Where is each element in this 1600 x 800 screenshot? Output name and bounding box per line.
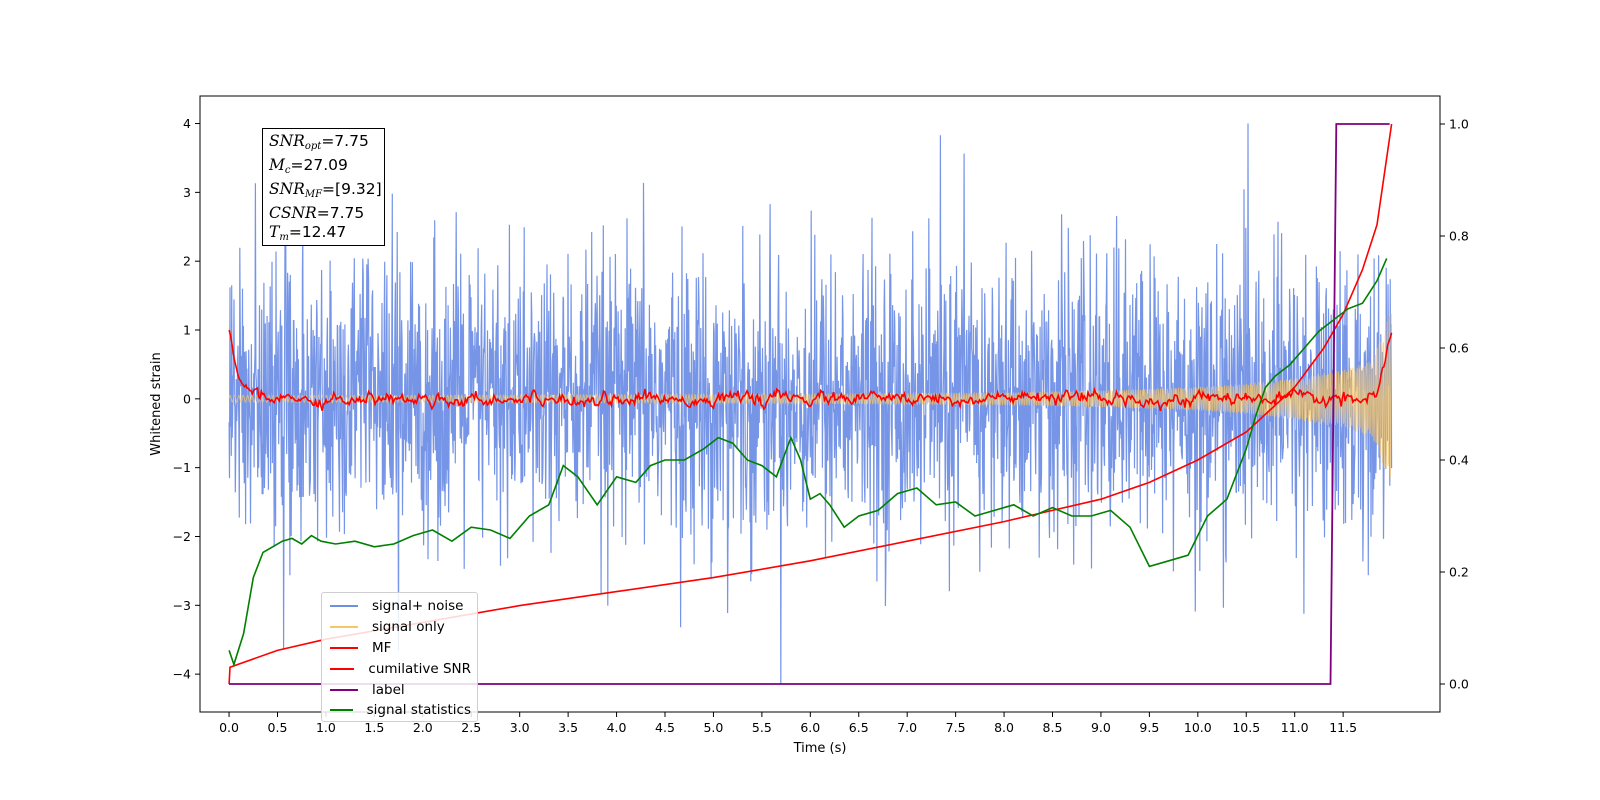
y2-tick-label: 0.2 <box>1449 565 1469 580</box>
series-signal-statistics <box>228 258 1388 667</box>
legend-entry-mf: MF <box>330 638 471 659</box>
annotation-line-snr-opt: SNRopt=7.75 <box>269 132 369 152</box>
x-tick-label: 10.0 <box>1184 720 1212 735</box>
annotation-box: SNRopt=7.75 Mc=27.09 SNRMF=[9.32] CSNR=7… <box>262 128 385 246</box>
x-tick-label: 8.0 <box>994 720 1014 735</box>
y-tick-label: 4 <box>183 116 191 131</box>
x-tick-label: 7.5 <box>946 720 966 735</box>
series-label <box>229 123 1390 685</box>
y2-tick-label: 0.4 <box>1449 453 1469 468</box>
x-tick-label: 4.5 <box>655 720 675 735</box>
x-tick-label: 3.0 <box>510 720 530 735</box>
x-tick-label: 8.5 <box>1043 720 1063 735</box>
legend-swatch <box>330 709 353 712</box>
y2-tick-label: 0.6 <box>1449 341 1469 356</box>
legend-swatch <box>330 688 358 691</box>
x-axis-label: Time (s) <box>793 741 847 756</box>
y-tick-label: 2 <box>183 254 191 269</box>
plot-frame <box>199 95 1441 713</box>
legend: signal+ noise signal only MF cumilative … <box>321 592 478 722</box>
x-tick-label: 11.5 <box>1329 720 1357 735</box>
annotation-line-csnr: CSNR=7.75 <box>269 204 365 222</box>
x-tick-label: 2.0 <box>413 720 433 735</box>
y-axis-left: −4 −3 −2 −1 0 1 2 3 4 <box>173 116 200 682</box>
legend-entry-cumulative-snr: cumilative SNR <box>330 658 471 679</box>
x-tick-label: 4.0 <box>607 720 627 735</box>
annotation-line-tm: Tm=12.47 <box>269 223 347 243</box>
y-tick-label: −4 <box>173 667 191 682</box>
x-tick-label: 0.0 <box>219 720 239 735</box>
y-tick-label: −2 <box>173 529 191 544</box>
x-tick-label: 3.5 <box>558 720 578 735</box>
legend-entry-signal-noise: signal+ noise <box>330 596 471 617</box>
legend-entry-label: label <box>330 679 471 700</box>
legend-entry-signal-statistics: signal statistics <box>330 700 471 721</box>
x-tick-label: 5.0 <box>703 720 723 735</box>
x-tick-label: 10.5 <box>1232 720 1260 735</box>
x-tick-label: 6.0 <box>800 720 820 735</box>
y-axis-right: 0.0 0.2 0.4 0.6 0.8 1.0 <box>1440 117 1469 692</box>
legend-entry-signal-only: signal only <box>330 617 471 638</box>
annotation-line-snr-mf: SNRMF=[9.32] <box>269 180 382 200</box>
y-tick-label: 0 <box>183 391 191 406</box>
x-tick-label: 6.5 <box>849 720 869 735</box>
y-tick-label: −3 <box>173 598 191 613</box>
x-tick-label: 1.5 <box>364 720 384 735</box>
series-mf <box>228 329 1393 411</box>
x-tick-label: 9.5 <box>1139 720 1159 735</box>
x-axis: 0.0 0.5 1.0 1.5 2.0 2.5 3.0 3.5 4.0 4.5 5.0 5.5 6.0 6… <box>219 712 1357 735</box>
x-tick-label: 9.0 <box>1091 720 1111 735</box>
x-tick-label: 2.5 <box>461 720 481 735</box>
x-tick-label: 0.5 <box>268 720 288 735</box>
legend-swatch <box>330 646 358 649</box>
y-tick-label: −1 <box>173 460 191 475</box>
y-tick-label: 1 <box>183 323 191 338</box>
y2-tick-label: 0.0 <box>1449 677 1469 692</box>
legend-swatch <box>330 626 358 629</box>
y2-tick-label: 0.8 <box>1449 229 1469 244</box>
x-tick-label: 11.0 <box>1281 720 1309 735</box>
legend-swatch <box>330 667 355 670</box>
y-axis-label: Whitened strain <box>149 352 164 455</box>
series-signal-noise <box>228 123 1393 685</box>
x-tick-label: 5.5 <box>752 720 772 735</box>
y2-tick-label: 1.0 <box>1449 117 1469 132</box>
x-tick-label: 7.0 <box>897 720 917 735</box>
legend-swatch <box>330 605 358 608</box>
x-tick-label: 1.0 <box>316 720 336 735</box>
y-tick-label: 3 <box>183 185 191 200</box>
annotation-line-mc: Mc=27.09 <box>269 156 348 176</box>
